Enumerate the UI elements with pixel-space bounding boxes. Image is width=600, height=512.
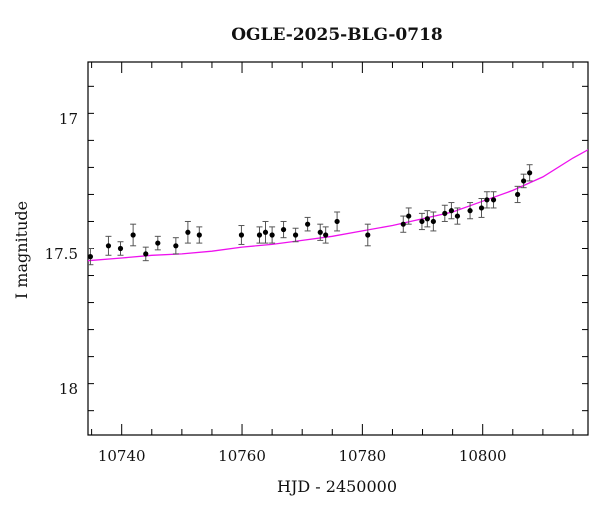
data-point bbox=[130, 223, 137, 247]
data-marker bbox=[185, 229, 191, 235]
data-point bbox=[172, 237, 179, 255]
data-marker bbox=[173, 243, 179, 249]
x-tick-label: 10760 bbox=[218, 447, 266, 465]
data-point bbox=[88, 248, 94, 266]
data-marker bbox=[490, 197, 497, 203]
data-point bbox=[262, 220, 269, 244]
data-point bbox=[334, 211, 341, 232]
data-point bbox=[478, 197, 485, 218]
data-point bbox=[490, 191, 497, 209]
x-tick-label: 10740 bbox=[98, 447, 146, 465]
data-marker bbox=[280, 226, 287, 233]
data-marker bbox=[424, 216, 430, 222]
data-point bbox=[317, 223, 324, 241]
data-point bbox=[196, 226, 203, 244]
y-tick-label: 17.5 bbox=[45, 245, 78, 263]
data-marker bbox=[365, 232, 371, 238]
data-marker bbox=[527, 170, 533, 176]
data-point bbox=[117, 241, 124, 256]
data-marker bbox=[143, 251, 149, 257]
data-point bbox=[280, 220, 287, 239]
data-point bbox=[322, 226, 329, 244]
data-point bbox=[400, 215, 407, 233]
data-marker bbox=[88, 254, 94, 260]
data-point bbox=[364, 223, 371, 247]
data-point bbox=[514, 185, 521, 204]
data-point bbox=[520, 173, 527, 189]
data-marker bbox=[155, 240, 161, 246]
y-axis-label: I magnitude bbox=[12, 201, 31, 299]
data-marker bbox=[334, 218, 340, 225]
data-point bbox=[454, 207, 461, 225]
data-marker bbox=[406, 213, 412, 219]
data-marker bbox=[269, 232, 275, 238]
data-marker bbox=[484, 197, 490, 203]
data-marker bbox=[521, 178, 527, 184]
data-marker bbox=[454, 213, 461, 219]
x-axis-label: HJD - 2450000 bbox=[277, 477, 397, 496]
data-marker bbox=[238, 232, 245, 238]
data-point bbox=[424, 210, 431, 228]
plot-frame bbox=[87, 61, 589, 436]
data-point bbox=[142, 246, 149, 262]
data-point bbox=[483, 191, 490, 209]
data-point bbox=[154, 235, 161, 251]
data-marker bbox=[105, 243, 112, 249]
data-marker bbox=[130, 232, 136, 238]
x-tick-label: 10780 bbox=[339, 447, 387, 465]
data-marker bbox=[478, 205, 485, 211]
y-tick-label: 18 bbox=[59, 380, 78, 398]
data-marker bbox=[323, 232, 329, 238]
data-marker bbox=[117, 245, 124, 252]
data-point bbox=[256, 226, 263, 244]
data-point bbox=[448, 202, 455, 220]
data-point bbox=[526, 164, 533, 182]
data-marker bbox=[442, 210, 448, 216]
data-marker bbox=[256, 232, 263, 238]
data-marker bbox=[400, 221, 406, 227]
data-marker bbox=[448, 208, 455, 214]
data-point bbox=[467, 202, 474, 220]
data-point bbox=[418, 212, 425, 231]
data-marker bbox=[515, 191, 521, 198]
data-point bbox=[184, 220, 191, 244]
data-point bbox=[105, 235, 112, 256]
data-point bbox=[430, 211, 437, 232]
plot-area: 10740 10760 10780 10800 17 17.5 18 bbox=[45, 61, 589, 465]
data-marker bbox=[305, 221, 311, 227]
model-curve bbox=[88, 149, 588, 262]
chart-title: OGLE-2025-BLG-0718 bbox=[231, 25, 443, 45]
data-point bbox=[292, 227, 299, 243]
data-point bbox=[238, 225, 245, 245]
data-marker bbox=[419, 218, 425, 225]
data-marker bbox=[430, 218, 436, 225]
x-tick-label: 10800 bbox=[459, 447, 507, 465]
y-tick-label: 17 bbox=[59, 110, 78, 128]
data-marker bbox=[196, 232, 202, 238]
data-marker bbox=[317, 229, 323, 235]
data-marker bbox=[467, 208, 473, 214]
data-point bbox=[269, 226, 276, 244]
data-point bbox=[441, 204, 448, 222]
data-marker bbox=[292, 232, 299, 238]
data-point bbox=[405, 207, 412, 225]
data-point bbox=[304, 216, 311, 232]
plot-contents bbox=[88, 149, 588, 266]
data-marker bbox=[262, 229, 269, 235]
